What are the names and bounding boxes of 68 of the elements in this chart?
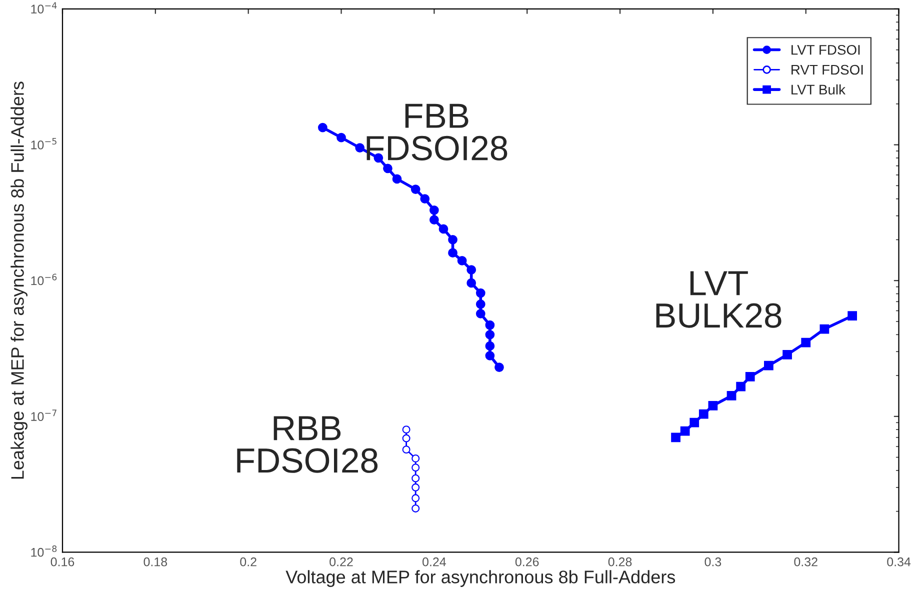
x-tick-label: 0.24	[422, 557, 446, 566]
point	[485, 350, 495, 360]
y-tick-label: 10$^{−5}$	[31, 138, 56, 150]
point	[412, 494, 420, 502]
x-axis-title: Voltage at MEP for asynchronous 8b Full-Adders	[286, 570, 676, 587]
x-tick-label: 0.18	[144, 557, 168, 566]
legend-label: LVT FDSOI	[792, 44, 860, 55]
point	[782, 350, 792, 360]
x-tick-label: 0.16	[50, 557, 74, 566]
x-tick-label: 0.34	[887, 557, 911, 566]
point	[745, 372, 755, 382]
point	[466, 265, 476, 275]
point	[457, 256, 467, 266]
y-tick-label: 10$^{−7}$	[31, 410, 56, 421]
x-tick-label: 0.2	[240, 557, 256, 566]
y-axis-title: Leakage at MEP for asynchronous 8b Full-Adders	[10, 82, 28, 479]
point	[708, 400, 718, 410]
point	[355, 143, 365, 152]
point	[476, 300, 486, 309]
point	[698, 409, 708, 419]
legend-label: RVT FDSOI	[792, 64, 863, 75]
point	[736, 382, 746, 392]
legend-label: LVT Bulk	[792, 84, 846, 95]
point	[820, 324, 830, 334]
point	[402, 446, 410, 454]
point	[448, 248, 458, 258]
point	[448, 235, 458, 244]
point	[318, 122, 328, 132]
point	[392, 174, 402, 184]
point	[726, 391, 736, 400]
x-tick-label: 0.22	[330, 557, 353, 566]
point	[402, 434, 410, 442]
point	[412, 454, 420, 462]
y-tick-label: 10$^{−8}$	[31, 545, 57, 557]
annotation: LVT BULK28	[656, 271, 782, 328]
point	[412, 474, 420, 482]
x-tick-label: 0.32	[794, 557, 818, 566]
x-tick-label: 0.26	[515, 557, 539, 566]
point	[429, 205, 439, 215]
point	[485, 341, 495, 351]
point	[485, 330, 495, 340]
x-tick-label: 0.3	[704, 557, 722, 566]
point	[438, 224, 448, 234]
point	[420, 194, 430, 204]
point	[680, 426, 690, 436]
x-tick-label: 0.28	[608, 557, 632, 566]
point	[412, 483, 420, 492]
point	[848, 311, 858, 321]
point	[429, 215, 439, 225]
point	[466, 278, 476, 288]
point	[410, 184, 420, 194]
point	[402, 426, 410, 434]
point	[476, 288, 486, 298]
point	[412, 504, 420, 512]
point	[494, 362, 504, 372]
annotation: FBB FDSOI28	[366, 104, 508, 160]
y-tick-label: 10$^{−6}$	[31, 274, 57, 286]
point	[671, 432, 680, 442]
point	[764, 360, 774, 370]
point	[485, 320, 495, 330]
point	[690, 418, 700, 428]
point	[801, 338, 811, 348]
annotation: RBB FDSOI28	[237, 416, 378, 473]
point	[412, 464, 420, 472]
point	[476, 309, 486, 318]
point	[336, 132, 346, 142]
y-tick-label: 10$^{−4}$	[31, 2, 57, 14]
point	[383, 164, 392, 174]
